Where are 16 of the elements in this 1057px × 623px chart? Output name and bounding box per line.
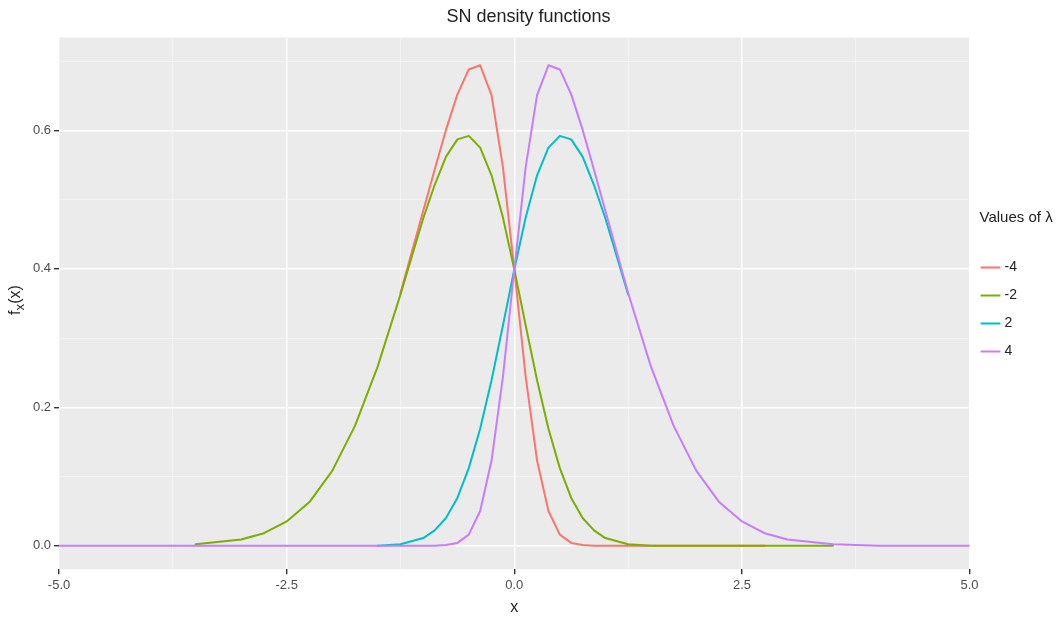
legend-label: 4 — [1004, 342, 1013, 359]
x-axis-title: x — [510, 597, 519, 615]
x-tick-label: -5.0 — [47, 576, 71, 592]
legend-label: -2 — [1004, 286, 1018, 303]
y-tick-label: 0.2 — [32, 398, 52, 414]
x-tick-label: 0.0 — [505, 576, 524, 592]
legend-label: 2 — [1004, 314, 1013, 331]
y-tick-label: 0.4 — [32, 260, 52, 276]
legend-title: Values of λ — [979, 208, 1053, 226]
legend-label: -4 — [1004, 258, 1018, 275]
x-tick-label: 5.0 — [960, 576, 979, 592]
x-tick-label: 2.5 — [732, 576, 751, 592]
y-tick-label: 0.0 — [32, 537, 52, 553]
x-tick-label: -2.5 — [275, 576, 298, 592]
chart-title: SN density functions — [446, 5, 611, 26]
y-tick-label: 0.6 — [32, 121, 52, 137]
